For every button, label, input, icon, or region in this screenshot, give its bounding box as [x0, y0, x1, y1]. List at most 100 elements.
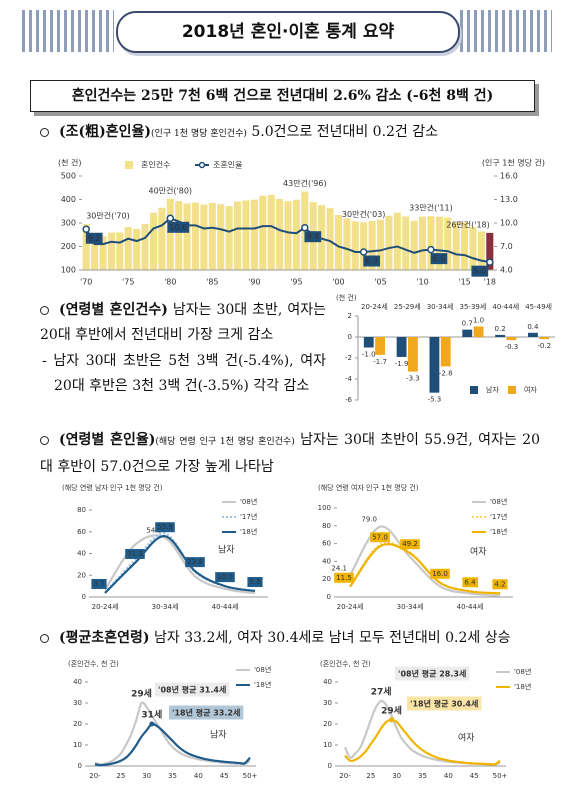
x-tick-label: 30-34세 [397, 602, 424, 611]
y-tick-label: 7.0 [500, 242, 513, 251]
section-note: (인구 1천 명당 혼인건수) [151, 129, 247, 139]
x-tick-label: '05 [374, 278, 386, 287]
data-label: 9.2 [88, 234, 101, 243]
y-tick-label: 20 [77, 571, 86, 579]
legend-swatch [125, 161, 133, 169]
y-tick-label: 80 [322, 522, 331, 530]
y-tick-label: 400 [61, 195, 76, 204]
x-tick-label: 30-34세 [427, 302, 454, 311]
data-label: -1.7 [373, 358, 387, 366]
y-tick-label: -2 [345, 354, 352, 362]
bar-annotation: 26만건('18) [446, 219, 490, 229]
bar-annotation: 33만건('11) [409, 203, 453, 213]
bar [242, 200, 250, 270]
y-tick-label: 0 [348, 333, 352, 341]
data-label-box [91, 578, 107, 589]
x-tick-label: '18 [484, 278, 496, 287]
y-tick-label: 100 [61, 266, 76, 275]
bar [191, 202, 200, 270]
bar [435, 216, 443, 270]
legend-label: '18년 [490, 527, 507, 536]
bar [351, 221, 359, 270]
y-tick-label: 0 [327, 593, 331, 601]
bar [133, 228, 141, 270]
y-axis-unit: (혼인건수, 천 건) [68, 659, 119, 668]
y-tick-label: 200 [61, 242, 76, 251]
x-tick-label: 30-34세 [152, 602, 179, 611]
peak-label: 27세 [371, 685, 392, 697]
bar [396, 337, 407, 357]
bar [429, 337, 440, 393]
section-note: (해당 연령 인구 1천 명당 혼인건수) [155, 437, 295, 447]
bullet [40, 305, 49, 315]
bar [318, 205, 326, 270]
y-tick-label: 300 [61, 219, 76, 228]
bar [166, 198, 174, 270]
data-label-box [400, 539, 420, 550]
x-tick-label: 30 [142, 772, 151, 780]
mean-label-box [155, 682, 230, 697]
peak-label: 29세 [381, 704, 402, 716]
bar [527, 332, 538, 337]
legend-label: 남자 [486, 385, 499, 394]
decoration [22, 10, 114, 52]
bar [486, 232, 494, 270]
bar [259, 195, 267, 270]
y-tick-label: -6 [345, 396, 353, 404]
section: (연령별 혼인건수) 남자는 30대 초반, 여자는 20대 후반에서 전년대비… [40, 298, 326, 399]
data-label: 54.5 [146, 527, 162, 535]
bar [141, 223, 149, 270]
bar [407, 337, 418, 372]
x-tick-label: 20-24세 [361, 302, 388, 311]
mean-label-box [169, 705, 244, 720]
bar [82, 224, 90, 270]
legend-label: '17년 [490, 512, 507, 521]
section-label: (평균초혼연령) [59, 630, 150, 646]
data-label-box [185, 557, 205, 568]
bar [276, 199, 284, 270]
line [344, 718, 501, 766]
data-label-box [370, 532, 390, 543]
data-label: 5.5 [249, 578, 260, 586]
y-tick-label: 80 [77, 506, 86, 514]
section-text: 5.0건으로 전년대비 0.2건 감소 [251, 124, 439, 140]
y-tick-label: 4.0 [500, 266, 513, 275]
bar [91, 237, 99, 270]
bar [368, 220, 376, 270]
y-tick-label: 2 [348, 312, 352, 320]
bar [267, 194, 275, 270]
bullet [40, 633, 49, 643]
data-label: 6.3 [365, 256, 378, 265]
x-tick-label: 25-29세 [394, 302, 421, 311]
section-text: 남자 33.2세, 여자 30.4세로 남녀 모두 전년대비 0.2세 상승 [153, 630, 511, 646]
x-tick-label: 20-24세 [337, 602, 364, 611]
data-label: -1.0 [362, 351, 376, 359]
peak-label: 31세 [141, 709, 162, 721]
bar [495, 334, 506, 337]
x-tick-label: 50+ [493, 772, 508, 780]
bar [452, 221, 460, 270]
y-tick-label: 0 [78, 762, 82, 770]
mean-label-box [407, 696, 482, 711]
peak-point [149, 721, 155, 727]
y-tick-label: 16.0 [500, 172, 518, 181]
section: (평균초혼연령) 남자 33.2세, 여자 30.4세로 남녀 모두 전년대비 … [40, 626, 540, 651]
point [427, 245, 435, 254]
bar [175, 201, 183, 270]
x-tick-label: '95 [290, 278, 302, 287]
x-tick-label: 35 [168, 772, 177, 780]
headline: 혼인건수는 25만 7천 6백 건으로 전년대비 2.6% 감소 (-6천 8백… [30, 80, 535, 112]
x-tick-label: '10 [416, 278, 428, 287]
mean-label: '18년 평균 30.4세 [410, 699, 478, 709]
x-tick-label: 40 [444, 772, 453, 780]
legend-label: '08년 [240, 497, 257, 506]
y-tick-label: 0 [82, 593, 86, 601]
section-detail: - 남자 30대 초반은 5천 3백 건(-5.4%), 여자 20대 후반은 … [42, 353, 326, 394]
section: (연령별 혼인율)(해당 연령 인구 1천 명당 혼인건수) 남자는 30대 초… [40, 428, 540, 480]
legend-label: 혼인건수 [141, 160, 170, 170]
bar [506, 337, 517, 341]
bar [376, 219, 385, 270]
x-tick-label: '00 [332, 278, 344, 287]
y-tick-label: 10 [323, 741, 332, 749]
bar [158, 207, 166, 270]
